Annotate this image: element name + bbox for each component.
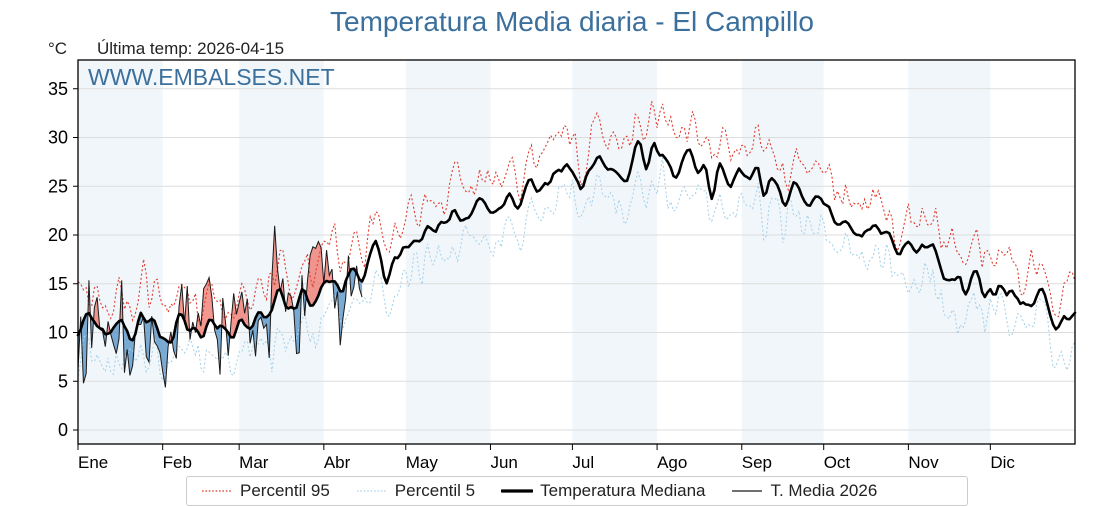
svg-text:0: 0 xyxy=(58,420,68,440)
svg-text:20: 20 xyxy=(48,225,68,245)
svg-text:May: May xyxy=(406,453,439,472)
svg-text:5: 5 xyxy=(58,371,68,391)
svg-text:Mar: Mar xyxy=(239,453,269,472)
svg-text:25: 25 xyxy=(48,176,68,196)
svg-text:Jun: Jun xyxy=(490,453,517,472)
svg-text:35: 35 xyxy=(48,79,68,99)
svg-text:Ago: Ago xyxy=(657,453,687,472)
svg-text:Oct: Oct xyxy=(824,453,851,472)
svg-text:Feb: Feb xyxy=(163,453,192,472)
svg-text:Ene: Ene xyxy=(78,453,108,472)
svg-text:Dic: Dic xyxy=(990,453,1015,472)
svg-text:Jul: Jul xyxy=(572,453,594,472)
svg-text:15: 15 xyxy=(48,274,68,294)
svg-text:Abr: Abr xyxy=(324,453,351,472)
svg-text:30: 30 xyxy=(48,128,68,148)
svg-text:Sep: Sep xyxy=(742,453,772,472)
svg-text:Nov: Nov xyxy=(908,453,939,472)
svg-text:10: 10 xyxy=(48,323,68,343)
